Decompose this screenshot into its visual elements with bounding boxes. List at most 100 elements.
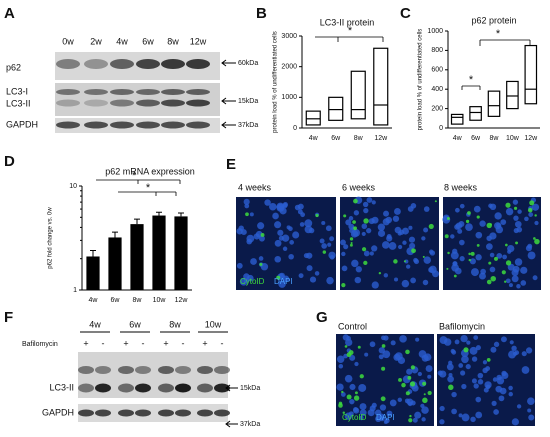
nucleus: [408, 225, 413, 230]
blot-band: [214, 383, 230, 393]
nucleus: [531, 203, 540, 211]
treatment-sign: +: [123, 338, 128, 348]
nucleus: [402, 227, 409, 235]
cytoid-spot: [463, 347, 469, 353]
treatment-sign: -: [221, 338, 224, 348]
nucleus: [516, 284, 521, 289]
significance-star: *: [496, 28, 501, 40]
nucleus: [479, 220, 486, 227]
cytoid-spot: [533, 237, 536, 240]
blot-band: [136, 89, 160, 95]
cytoid-spot: [427, 390, 432, 396]
blot-band: [78, 366, 94, 374]
significance-star: *: [146, 182, 151, 194]
nucleus: [343, 244, 349, 250]
x-tick-label: 6w: [111, 297, 121, 304]
blot-band: [84, 89, 108, 95]
nucleus: [257, 222, 265, 230]
nucleus: [427, 374, 432, 379]
cytoid-spot: [465, 219, 470, 224]
nucleus: [326, 276, 334, 285]
nucleus: [521, 366, 530, 374]
nucleus: [458, 363, 464, 368]
nucleus: [368, 218, 375, 225]
nucleus: [414, 411, 422, 419]
nucleus: [359, 403, 367, 411]
nucleus: [511, 418, 519, 426]
nucleus: [309, 276, 317, 283]
nucleus: [321, 243, 328, 249]
cytoid-spot: [446, 267, 449, 270]
nucleus: [292, 231, 300, 239]
nucleus: [286, 225, 291, 230]
nucleus: [475, 231, 483, 239]
band-label: LC3-I: [6, 86, 28, 96]
micrographs-e: [236, 196, 541, 290]
nucleus: [398, 244, 403, 250]
nucleus: [477, 379, 484, 385]
nucleus: [274, 239, 282, 247]
blot-band: [161, 59, 185, 69]
cytoid-spot: [338, 403, 343, 408]
nucleus: [349, 383, 356, 391]
cytoid-spot: [468, 252, 471, 256]
lane-label: 6w: [129, 319, 141, 329]
size-label: 15kDa: [238, 98, 258, 105]
nucleus: [443, 338, 452, 346]
cytoid-spot: [494, 256, 498, 261]
nucleus: [475, 396, 482, 403]
blot-band: [186, 89, 210, 95]
nucleus: [382, 350, 391, 359]
box: [524, 44, 538, 105]
nucleus: [500, 219, 507, 226]
blot-band: [56, 89, 80, 95]
blot-band: [186, 121, 210, 129]
y-tick-label: 3000: [281, 33, 297, 40]
nucleus: [348, 411, 354, 417]
nucleus: [459, 239, 465, 246]
blot-band: [186, 99, 210, 107]
blot-band: [78, 409, 94, 417]
nucleus: [303, 253, 309, 259]
nucleus: [423, 256, 431, 264]
nucleus: [502, 254, 507, 260]
cytoid-spot: [350, 241, 353, 245]
blot-band: [95, 366, 111, 374]
panel-letter: E: [226, 156, 236, 173]
stain-label: DAPI: [376, 413, 395, 422]
blot-band: [175, 409, 191, 417]
size-label: 37kDa: [238, 122, 258, 129]
blot-band: [161, 121, 185, 129]
nucleus: [493, 341, 500, 348]
nucleus: [460, 334, 468, 343]
nucleus: [501, 370, 507, 377]
blot-band: [56, 59, 80, 69]
nucleus: [289, 240, 295, 245]
nucleus: [277, 229, 284, 236]
nucleus: [410, 277, 417, 284]
nucleus: [363, 207, 369, 214]
blot-band: [136, 59, 160, 69]
nucleus: [477, 372, 484, 379]
arrow: [225, 384, 238, 428]
nucleus: [349, 354, 356, 361]
treatment-sign: -: [102, 338, 105, 348]
nucleus: [527, 408, 532, 413]
image-caption: 6 weeks: [342, 182, 376, 192]
nucleus: [369, 341, 376, 348]
nucleus: [423, 206, 430, 212]
nucleus: [514, 258, 523, 266]
significance-bracket: [479, 39, 531, 46]
y-tick-label: 200: [431, 105, 443, 112]
panel-letter: C: [400, 5, 411, 22]
nucleus: [382, 218, 390, 226]
cytoid-spot: [352, 220, 356, 224]
nucleus: [240, 229, 247, 236]
micrographs-g: [336, 334, 535, 426]
nucleus: [406, 264, 411, 269]
nucleus: [505, 207, 514, 216]
nucleus: [492, 377, 498, 382]
cytoid-spot: [534, 214, 537, 217]
nucleus: [520, 266, 528, 274]
nucleus: [402, 240, 407, 245]
